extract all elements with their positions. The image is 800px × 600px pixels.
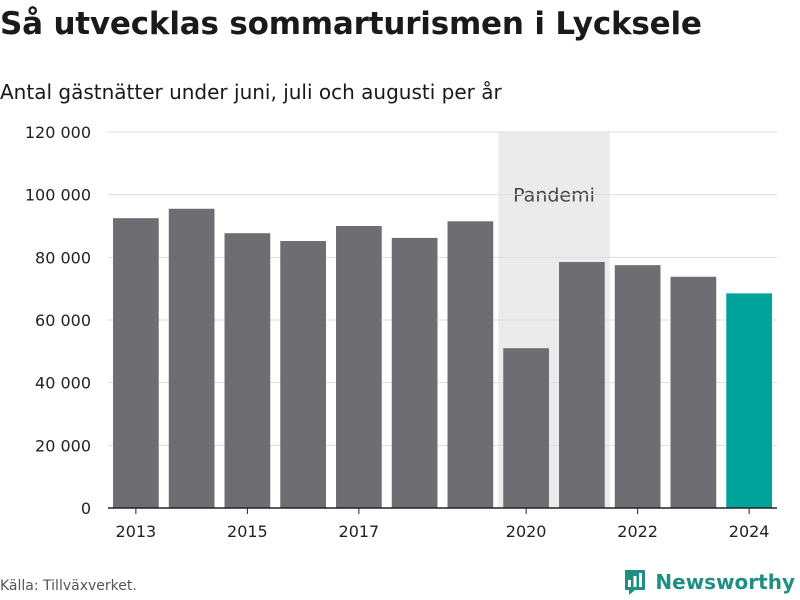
x-tick-label: 2015 <box>227 522 268 541</box>
chart-title: Så utvecklas sommarturismen i Lycksele <box>0 6 702 42</box>
x-tick-label: 2022 <box>617 522 658 541</box>
bar-2020 <box>503 348 549 508</box>
y-tick-label: 40 000 <box>35 374 91 393</box>
axes <box>108 507 777 514</box>
bar-2023 <box>670 276 717 508</box>
y-tick-label: 120 000 <box>25 123 91 142</box>
y-tick-label: 80 000 <box>35 248 91 267</box>
y-tick-label: 20 000 <box>35 436 91 455</box>
bar-2018 <box>391 237 438 508</box>
chart-subtitle: Antal gästnätter under juni, juli och au… <box>0 80 502 104</box>
bar-2014 <box>168 208 215 508</box>
gridlines <box>108 131 777 446</box>
bar-2016 <box>280 241 326 509</box>
x-tick-label: 2020 <box>506 522 547 541</box>
x-tick-label: 2024 <box>729 522 770 541</box>
bar-chart-logo-icon <box>625 570 646 595</box>
y-tick-label: 0 <box>81 499 91 518</box>
x-tick-label: 2017 <box>339 522 380 541</box>
y-tick-label: 100 000 <box>25 186 91 205</box>
bar-2021 <box>559 262 605 508</box>
tick-labels: 0 20 000 40 000 60 000 80 000 100 000 120 000 2… <box>25 123 770 541</box>
x-tick-label: 2013 <box>116 522 157 541</box>
bars <box>113 208 772 509</box>
brand-name: Newsworthy <box>655 570 795 594</box>
bar-2015 <box>224 233 271 508</box>
brand-logo: Newsworthy <box>623 568 795 596</box>
pandemic-label: Pandemi <box>513 185 595 207</box>
bar-2024 <box>726 293 772 508</box>
bar-2022 <box>614 265 661 508</box>
source-note: Källa: Tillväxverket. <box>0 578 137 594</box>
bar-2013 <box>113 218 159 508</box>
bar-2017 <box>336 226 382 508</box>
bar-chart: Pandemi 0 20 000 40 000 60 000 80 000 100 000… <box>25 123 777 541</box>
y-tick-label: 60 000 <box>35 311 91 330</box>
bar-2019 <box>447 221 494 509</box>
